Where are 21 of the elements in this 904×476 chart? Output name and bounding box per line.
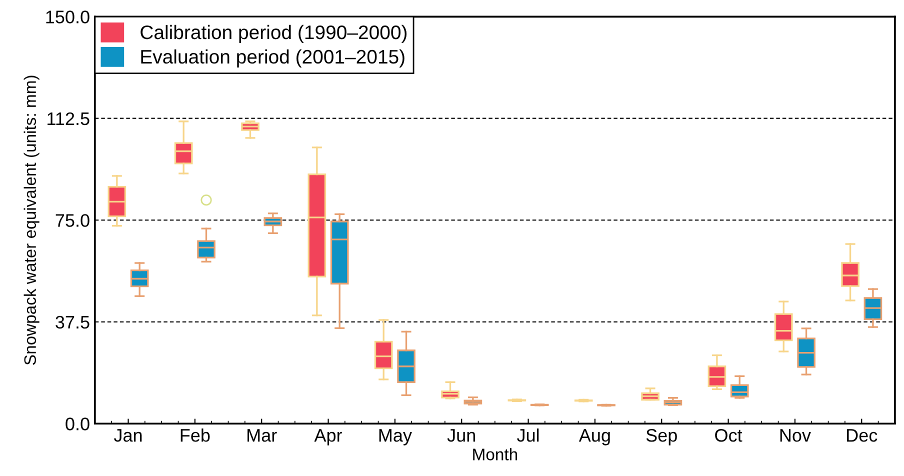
x-axis-title: Month xyxy=(473,448,518,460)
y-tick-label: 0.0 xyxy=(66,418,90,430)
x-tick-label: Nov xyxy=(780,429,811,442)
x-tick-label: Jun xyxy=(447,429,475,442)
x-tick-label: May xyxy=(379,429,412,446)
y-tick-label: 75.0 xyxy=(56,214,90,227)
x-tick-label: Oct xyxy=(715,428,742,442)
x-tick-label: Feb xyxy=(180,428,210,442)
y-tick-label: 112.5 xyxy=(48,112,90,126)
y-tick-label: 150.0 xyxy=(46,10,90,24)
x-tick-label: Aug xyxy=(578,429,610,446)
x-tick-label: Mar xyxy=(248,429,277,442)
x-tick-label: Jan xyxy=(114,429,142,442)
x-tick-label: Apr xyxy=(314,429,342,446)
legend-label: Calibration period (1990–2000) xyxy=(140,24,407,44)
y-tick-label: 37.5 xyxy=(56,316,90,329)
x-tick-label: Jul xyxy=(517,428,539,442)
x-tick-label: Dec xyxy=(847,429,878,442)
y-axis-title: Snowpack water equivalent (units: mm) xyxy=(24,76,40,365)
x-tick-label: Sep xyxy=(646,428,677,446)
legend-label: Evaluation period (2001–2015) xyxy=(141,49,404,68)
